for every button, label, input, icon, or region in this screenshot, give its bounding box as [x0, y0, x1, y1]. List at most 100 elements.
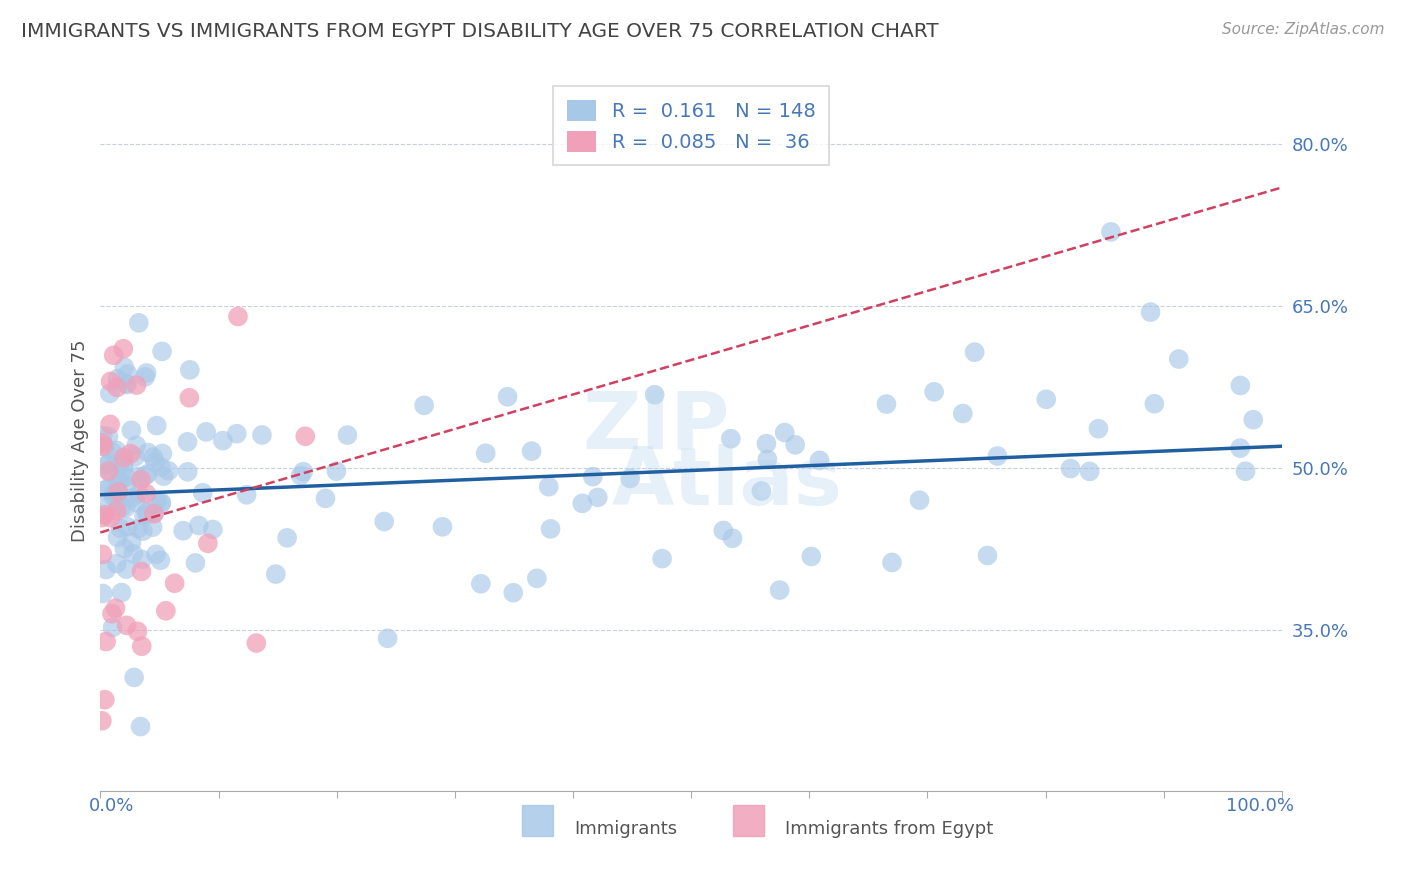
Point — [124, 450, 146, 464]
Point — [127, 624, 149, 639]
Point — [128, 487, 150, 501]
Point — [122, 670, 145, 684]
Point — [325, 464, 347, 478]
Text: ZIP: ZIP — [582, 388, 730, 466]
Point — [1241, 413, 1264, 427]
Point — [720, 432, 742, 446]
Point — [963, 345, 986, 359]
Point — [91, 428, 114, 442]
Point — [110, 521, 132, 535]
Point — [115, 618, 138, 632]
Point — [496, 390, 519, 404]
Point — [105, 557, 128, 571]
Point — [152, 469, 174, 483]
Point — [145, 547, 167, 561]
Point — [155, 604, 177, 618]
Point — [103, 490, 125, 504]
Point — [114, 500, 136, 515]
Point — [571, 496, 593, 510]
Point — [413, 398, 436, 412]
Point — [105, 504, 128, 518]
Point — [377, 632, 399, 646]
Point — [582, 469, 605, 483]
Point — [1087, 422, 1109, 436]
Point — [474, 446, 496, 460]
Point — [755, 436, 778, 450]
Point — [201, 523, 224, 537]
Point — [91, 510, 114, 524]
Point — [131, 639, 153, 653]
Point — [721, 531, 744, 545]
Point — [143, 506, 166, 520]
Point — [142, 450, 165, 464]
Point — [98, 456, 121, 470]
Point — [105, 443, 128, 458]
Point — [125, 378, 148, 392]
Text: Atlas: Atlas — [612, 444, 842, 522]
Point — [134, 370, 156, 384]
Point — [122, 547, 145, 561]
Point — [226, 310, 249, 324]
Point — [145, 418, 167, 433]
Point — [150, 446, 173, 460]
Point — [107, 487, 129, 501]
Y-axis label: Disability Age Over 75: Disability Age Over 75 — [72, 340, 89, 542]
Point — [264, 567, 287, 582]
Point — [290, 468, 312, 483]
Point — [176, 434, 198, 449]
Point — [112, 342, 135, 356]
Point — [112, 360, 135, 375]
Text: Immigrants: Immigrants — [575, 820, 678, 838]
Point — [107, 530, 129, 544]
Point — [97, 429, 120, 443]
Point — [184, 556, 207, 570]
Point — [135, 486, 157, 500]
Point — [108, 474, 131, 488]
Point — [112, 456, 135, 470]
Point — [315, 491, 337, 506]
Point — [98, 386, 121, 401]
Point — [107, 484, 129, 499]
Point — [520, 444, 543, 458]
Point — [101, 620, 124, 634]
Point — [117, 367, 139, 381]
Point — [91, 586, 114, 600]
Point — [142, 507, 165, 521]
Point — [112, 450, 135, 465]
Point — [1167, 352, 1189, 367]
Point — [125, 496, 148, 510]
Point — [157, 464, 180, 478]
Point — [94, 440, 117, 454]
Point — [115, 376, 138, 391]
Point — [94, 634, 117, 648]
Point — [373, 515, 395, 529]
Point — [150, 344, 173, 359]
Point — [163, 576, 186, 591]
Point — [94, 508, 117, 522]
Point — [120, 423, 142, 437]
Point — [336, 428, 359, 442]
Point — [875, 397, 897, 411]
Point — [1234, 464, 1257, 478]
Point — [112, 541, 135, 556]
Point — [976, 549, 998, 563]
Point — [103, 348, 125, 362]
Point — [711, 524, 734, 538]
Point — [125, 438, 148, 452]
Point — [134, 468, 156, 483]
Point — [800, 549, 823, 564]
Text: Immigrants from Egypt: Immigrants from Egypt — [786, 820, 994, 838]
Point — [91, 548, 114, 562]
Point — [245, 636, 267, 650]
Point — [179, 391, 201, 405]
Point — [94, 692, 117, 706]
Point — [292, 465, 315, 479]
Point — [107, 495, 129, 509]
Point — [129, 720, 152, 734]
Point — [145, 494, 167, 508]
Point — [191, 485, 214, 500]
Point — [127, 522, 149, 536]
Point — [107, 459, 129, 474]
Point — [132, 524, 155, 538]
Point — [768, 583, 790, 598]
